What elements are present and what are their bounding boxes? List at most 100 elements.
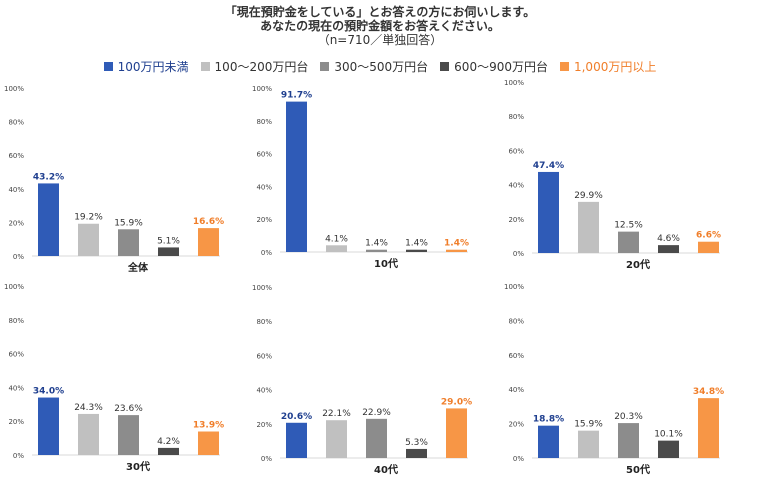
y-tick-label: 60% xyxy=(256,151,272,159)
value-label: 91.7% xyxy=(281,91,312,101)
bar-30代-4 xyxy=(198,431,219,455)
bar-30代-3 xyxy=(158,447,179,455)
y-tick-label: 40% xyxy=(8,186,24,194)
y-tick-label: 60% xyxy=(8,351,24,359)
value-label: 22.9% xyxy=(362,408,391,418)
value-label: 5.1% xyxy=(157,236,180,246)
y-tick-label: 60% xyxy=(8,152,24,160)
value-label: 1.4% xyxy=(365,239,388,249)
value-label: 4.1% xyxy=(325,234,348,244)
y-tick-label: 60% xyxy=(508,352,524,360)
value-label: 10.1% xyxy=(654,430,683,440)
value-label: 43.2% xyxy=(33,172,64,182)
value-label: 29.9% xyxy=(574,191,603,201)
panel-title: 30代 xyxy=(126,460,150,473)
y-tick-label: 40% xyxy=(508,386,524,394)
bar-50代-4 xyxy=(698,398,719,458)
value-label: 4.6% xyxy=(657,234,680,244)
y-tick-label: 60% xyxy=(256,352,272,360)
legend-swatch xyxy=(440,61,450,71)
bar-40代-4 xyxy=(446,408,467,458)
bar-10代-2 xyxy=(366,249,387,252)
y-tick-label: 40% xyxy=(8,384,24,392)
value-label: 18.8% xyxy=(533,415,564,425)
bar-全体-2 xyxy=(118,229,139,256)
bar-30代-1 xyxy=(78,413,99,455)
value-label: 12.5% xyxy=(614,221,643,231)
y-tick-label: 20% xyxy=(508,421,524,429)
y-tick-label: 20% xyxy=(508,216,524,224)
legend-swatch xyxy=(200,61,210,71)
y-tick-label: 60% xyxy=(508,147,524,155)
y-tick-label: 80% xyxy=(256,118,272,126)
bar-全体-4 xyxy=(198,228,219,256)
value-label: 47.4% xyxy=(533,161,564,171)
y-tick-label: 0% xyxy=(13,452,24,460)
y-tick-label: 20% xyxy=(8,418,24,426)
legend-item-1m-2m: 100～200万円台 xyxy=(200,58,308,75)
y-tick-label: 0% xyxy=(513,455,524,463)
y-tick-label: 80% xyxy=(8,317,24,325)
value-label: 20.6% xyxy=(281,412,312,422)
bar-30代-0 xyxy=(38,397,59,455)
legend-swatch xyxy=(559,61,569,71)
legend-item-6m-9m: 600～900万円台 xyxy=(440,58,548,75)
bar-30代-2 xyxy=(118,415,139,455)
bar-10代-1 xyxy=(326,245,347,252)
panel-title: 10代 xyxy=(374,257,398,270)
bar-20代-0 xyxy=(538,171,559,253)
value-label: 6.6% xyxy=(696,231,721,241)
panel-title: 全体 xyxy=(127,261,149,274)
bar-20代-2 xyxy=(618,231,639,253)
bar-40代-0 xyxy=(286,422,307,458)
bar-50代-2 xyxy=(618,423,639,458)
y-tick-label: 100% xyxy=(504,283,524,291)
y-tick-label: 0% xyxy=(13,253,24,261)
panel-title: 20代 xyxy=(626,258,650,271)
legend: 100万円未満 100～200万円台 300～500万円台 600～900万円台… xyxy=(0,57,760,75)
legend-item-over-10m: 1,000万円以上 xyxy=(559,58,656,75)
y-tick-label: 40% xyxy=(256,387,272,395)
value-label: 24.3% xyxy=(74,403,103,413)
value-label: 1.4% xyxy=(444,239,469,249)
y-tick-label: 80% xyxy=(8,119,24,127)
y-tick-label: 40% xyxy=(256,183,272,191)
legend-swatch xyxy=(103,61,113,71)
value-label: 1.4% xyxy=(405,239,428,249)
y-tick-label: 100% xyxy=(504,79,524,87)
value-label: 16.6% xyxy=(193,217,224,227)
bar-10代-4 xyxy=(446,249,467,252)
bar-40代-2 xyxy=(366,418,387,458)
bar-50代-3 xyxy=(658,440,679,458)
y-tick-label: 20% xyxy=(8,219,24,227)
y-tick-label: 20% xyxy=(256,421,272,429)
bar-全体-0 xyxy=(38,183,59,256)
y-tick-label: 80% xyxy=(508,113,524,121)
y-tick-label: 20% xyxy=(256,216,272,224)
value-label: 15.9% xyxy=(114,218,143,228)
legend-label: 100万円未満 xyxy=(117,59,189,74)
chart-title: 「現在預貯金をしている」とお答えの方にお伺いします。 あなたの現在の預貯金額をお… xyxy=(0,5,760,47)
y-tick-label: 100% xyxy=(4,283,24,291)
bar-50代-0 xyxy=(538,425,559,458)
panel-title: 40代 xyxy=(374,463,398,476)
bar-10代-0 xyxy=(286,101,307,252)
value-label: 15.9% xyxy=(574,420,603,430)
value-label: 22.1% xyxy=(322,409,351,419)
panel-title: 50代 xyxy=(626,463,650,476)
y-tick-label: 100% xyxy=(252,284,272,292)
value-label: 34.8% xyxy=(693,387,724,397)
value-label: 5.3% xyxy=(405,438,428,448)
value-label: 19.2% xyxy=(74,213,103,223)
value-label: 34.0% xyxy=(33,387,64,397)
bar-40代-1 xyxy=(326,420,347,458)
value-label: 29.0% xyxy=(441,397,472,407)
value-label: 23.6% xyxy=(114,404,143,414)
bar-全体-1 xyxy=(78,223,99,256)
y-tick-label: 40% xyxy=(508,182,524,190)
y-tick-label: 100% xyxy=(4,85,24,93)
y-tick-label: 0% xyxy=(261,249,272,257)
legend-item-3m-5m: 300～500万円台 xyxy=(320,58,428,75)
value-label: 20.3% xyxy=(614,412,643,422)
